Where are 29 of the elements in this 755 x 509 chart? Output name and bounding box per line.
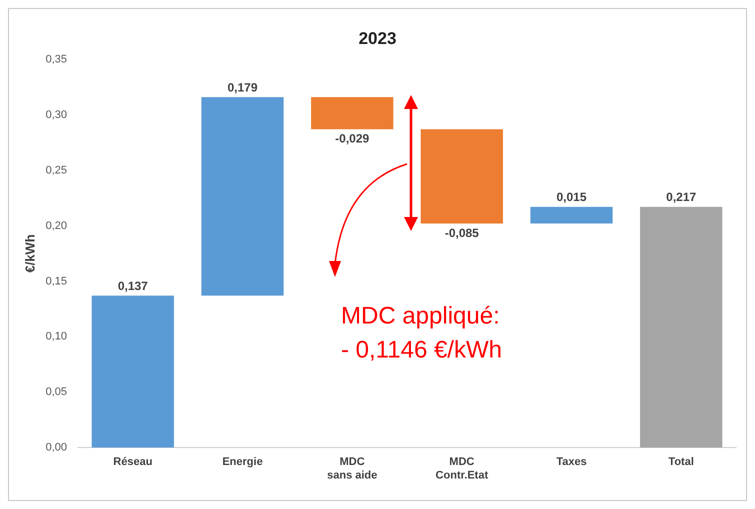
annotation: MDC appliqué: - 0,1146 €/kWh <box>341 302 502 364</box>
x-tick-label: MDC Contr.Etat <box>436 456 488 482</box>
x-tick-label: Réseau <box>113 456 152 468</box>
bar <box>201 97 284 296</box>
y-tick-label: 0,30 <box>46 108 68 121</box>
data-label: 0,015 <box>556 190 587 204</box>
chart-title: 2023 <box>358 28 396 48</box>
bar <box>640 206 722 448</box>
bar <box>530 206 613 224</box>
x-tick-label: Total <box>668 456 694 468</box>
x-tick-label: Energie <box>222 456 263 468</box>
bar <box>420 129 503 224</box>
y-tick-label: 0,20 <box>46 220 68 232</box>
y-tick-label: 0,00 <box>46 442 68 454</box>
data-label: -0,085 <box>444 226 480 240</box>
data-label: -0,029 <box>335 132 370 146</box>
y-axis-title: €/kWh <box>22 234 38 273</box>
y-tick-label: 0,15 <box>46 275 68 288</box>
bar <box>92 296 174 448</box>
y-tick-label: 0,35 <box>46 53 68 66</box>
y-tick-label: 0,10 <box>46 330 68 343</box>
y-tick-label: 0,25 <box>46 164 68 176</box>
x-tick-label: MDC sans aide <box>327 456 378 482</box>
data-label: 0,137 <box>118 278 148 293</box>
bar <box>311 97 394 130</box>
data-label: 0,179 <box>227 80 258 94</box>
y-tick-label: 0,05 <box>46 386 68 398</box>
x-tick-label: Taxes <box>556 456 587 468</box>
data-label: 0,217 <box>666 190 697 204</box>
